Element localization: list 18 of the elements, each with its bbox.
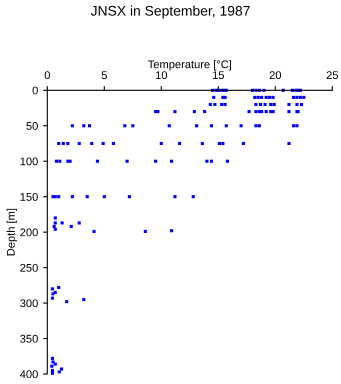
chart-title: JNSX in September, 1987	[90, 6, 250, 18]
x-tick-label: 0	[44, 71, 50, 80]
y-tick-label: 0	[32, 86, 38, 94]
y-tick-label: 300	[20, 299, 38, 308]
y-tick-label: 150	[20, 192, 38, 201]
y-tick-label: 400	[20, 370, 38, 378]
y-axis-title: Depth [m]	[6, 208, 17, 256]
x-tick-label: 25	[326, 71, 338, 80]
y-tick-label: 100	[20, 157, 38, 166]
x-axis-title: Temperature [°C]	[148, 60, 232, 70]
x-tick-label: 15	[212, 71, 224, 80]
y-tick-label: 200	[20, 228, 38, 236]
y-tick-label: 50	[26, 122, 38, 130]
x-tick-label: 5	[102, 71, 107, 80]
x-tick-label: 10	[156, 71, 168, 80]
y-tick-label: 250	[20, 264, 38, 272]
y-tick-label: 350	[20, 334, 38, 343]
x-tick-label: 20	[270, 71, 282, 80]
